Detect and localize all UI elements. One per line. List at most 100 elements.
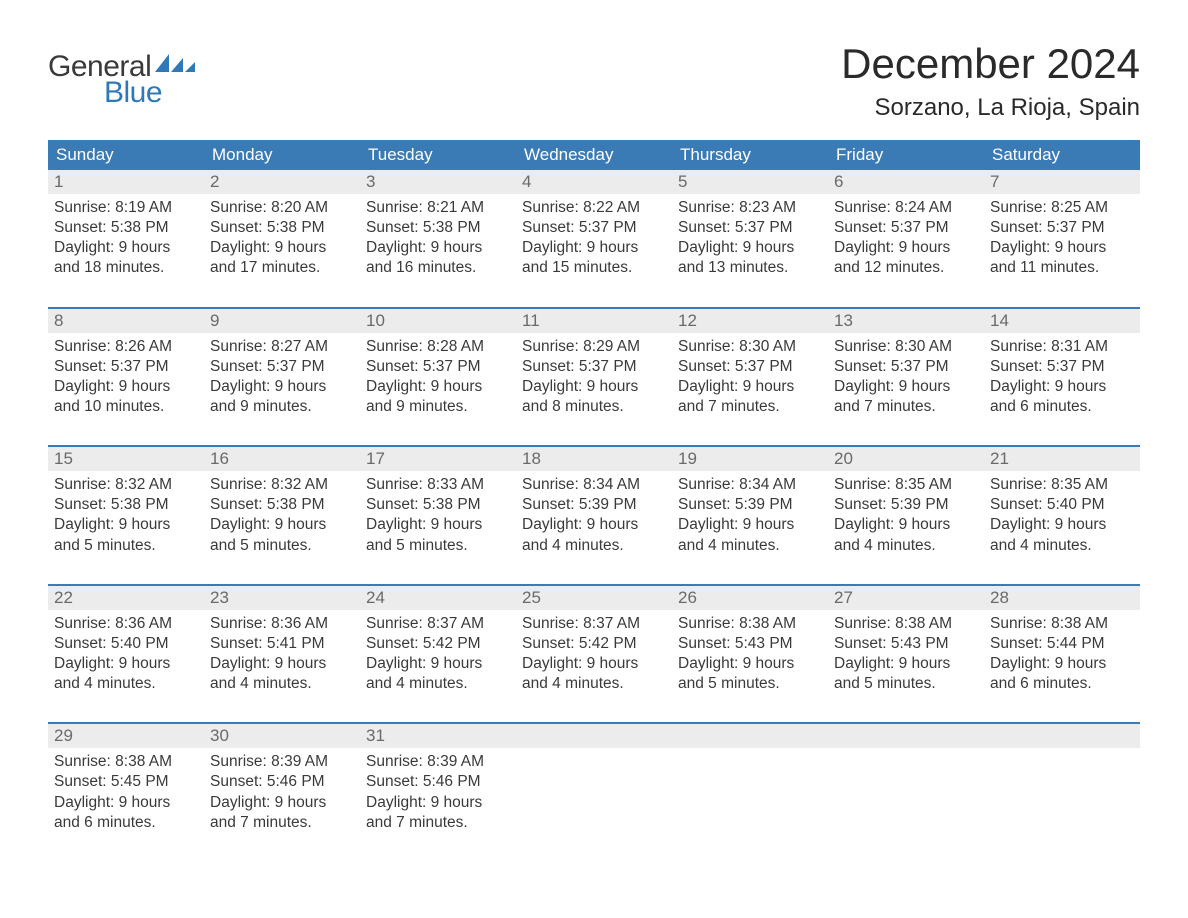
logo: General Blue — [48, 50, 197, 110]
day-cell: Sunrise: 8:22 AMSunset: 5:37 PMDaylight:… — [516, 194, 672, 308]
day-cell: Sunrise: 8:38 AMSunset: 5:43 PMDaylight:… — [828, 610, 984, 724]
location: Sorzano, La Rioja, Spain — [841, 94, 1140, 122]
day-number: 7 — [984, 170, 1140, 194]
day-cell: Sunrise: 8:19 AMSunset: 5:38 PMDaylight:… — [48, 194, 204, 308]
day-body: Sunrise: 8:19 AMSunset: 5:38 PMDaylight:… — [48, 194, 204, 307]
day-body: Sunrise: 8:33 AMSunset: 5:38 PMDaylight:… — [360, 471, 516, 584]
day-cell: 7 — [984, 170, 1140, 194]
day-cell: Sunrise: 8:29 AMSunset: 5:37 PMDaylight:… — [516, 333, 672, 447]
daylight-line-1: Daylight: 9 hours — [54, 793, 198, 813]
daylight-line-2: and 4 minutes. — [54, 674, 198, 694]
day-body: Sunrise: 8:38 AMSunset: 5:44 PMDaylight:… — [984, 610, 1140, 723]
daylight-line-2: and 4 minutes. — [990, 536, 1134, 556]
day-cell: Sunrise: 8:37 AMSunset: 5:42 PMDaylight:… — [516, 610, 672, 724]
week-daynum-row: 293031 — [48, 723, 1140, 748]
day-body: Sunrise: 8:30 AMSunset: 5:37 PMDaylight:… — [828, 333, 984, 446]
day-cell: Sunrise: 8:38 AMSunset: 5:43 PMDaylight:… — [672, 610, 828, 724]
day-number: 9 — [204, 309, 360, 333]
day-cell: 9 — [204, 308, 360, 333]
day-number: 29 — [48, 724, 204, 748]
daylight-line-2: and 6 minutes. — [990, 397, 1134, 417]
daylight-line-1: Daylight: 9 hours — [210, 793, 354, 813]
day-number: 6 — [828, 170, 984, 194]
day-cell: Sunrise: 8:28 AMSunset: 5:37 PMDaylight:… — [360, 333, 516, 447]
daylight-line-1: Daylight: 9 hours — [54, 654, 198, 674]
sunset-line: Sunset: 5:41 PM — [210, 634, 354, 654]
sunset-line: Sunset: 5:46 PM — [210, 772, 354, 792]
sunrise-line: Sunrise: 8:28 AM — [366, 337, 510, 357]
day-body: Sunrise: 8:26 AMSunset: 5:37 PMDaylight:… — [48, 333, 204, 446]
day-body: Sunrise: 8:37 AMSunset: 5:42 PMDaylight:… — [516, 610, 672, 723]
day-cell: 2 — [204, 170, 360, 194]
daylight-line-2: and 5 minutes. — [366, 536, 510, 556]
day-number: 19 — [672, 447, 828, 471]
daylight-line-2: and 4 minutes. — [522, 536, 666, 556]
day-cell: 25 — [516, 585, 672, 610]
day-cell — [516, 723, 672, 748]
day-cell: 31 — [360, 723, 516, 748]
sunset-line: Sunset: 5:44 PM — [990, 634, 1134, 654]
sunrise-line: Sunrise: 8:34 AM — [522, 475, 666, 495]
day-cell: Sunrise: 8:30 AMSunset: 5:37 PMDaylight:… — [828, 333, 984, 447]
day-cell — [516, 748, 672, 861]
daylight-line-1: Daylight: 9 hours — [210, 377, 354, 397]
daylight-line-2: and 15 minutes. — [522, 258, 666, 278]
day-cell: 3 — [360, 170, 516, 194]
sunset-line: Sunset: 5:37 PM — [678, 357, 822, 377]
day-cell: 28 — [984, 585, 1140, 610]
day-cell: Sunrise: 8:23 AMSunset: 5:37 PMDaylight:… — [672, 194, 828, 308]
day-number: 5 — [672, 170, 828, 194]
day-cell: 30 — [204, 723, 360, 748]
daylight-line-2: and 5 minutes. — [834, 674, 978, 694]
day-cell: 4 — [516, 170, 672, 194]
sunrise-line: Sunrise: 8:24 AM — [834, 198, 978, 218]
day-number: 2 — [204, 170, 360, 194]
sunset-line: Sunset: 5:37 PM — [678, 218, 822, 238]
day-body: Sunrise: 8:34 AMSunset: 5:39 PMDaylight:… — [672, 471, 828, 584]
sunset-line: Sunset: 5:42 PM — [366, 634, 510, 654]
day-number: 22 — [48, 586, 204, 610]
sunrise-line: Sunrise: 8:39 AM — [366, 752, 510, 772]
day-body: Sunrise: 8:36 AMSunset: 5:40 PMDaylight:… — [48, 610, 204, 723]
day-body: Sunrise: 8:30 AMSunset: 5:37 PMDaylight:… — [672, 333, 828, 446]
sunrise-line: Sunrise: 8:32 AM — [210, 475, 354, 495]
weekday-header: Tuesday — [360, 140, 516, 170]
day-body — [828, 748, 984, 808]
day-body: Sunrise: 8:23 AMSunset: 5:37 PMDaylight:… — [672, 194, 828, 307]
sunrise-line: Sunrise: 8:22 AM — [522, 198, 666, 218]
sunset-line: Sunset: 5:40 PM — [990, 495, 1134, 515]
day-cell: Sunrise: 8:39 AMSunset: 5:46 PMDaylight:… — [204, 748, 360, 861]
day-cell: 13 — [828, 308, 984, 333]
sunset-line: Sunset: 5:37 PM — [522, 357, 666, 377]
sunset-line: Sunset: 5:37 PM — [834, 357, 978, 377]
day-number: 14 — [984, 309, 1140, 333]
day-body: Sunrise: 8:35 AMSunset: 5:40 PMDaylight:… — [984, 471, 1140, 584]
sunrise-line: Sunrise: 8:30 AM — [678, 337, 822, 357]
sunset-line: Sunset: 5:43 PM — [678, 634, 822, 654]
sunset-line: Sunset: 5:37 PM — [990, 218, 1134, 238]
sunset-line: Sunset: 5:45 PM — [54, 772, 198, 792]
daylight-line-1: Daylight: 9 hours — [990, 515, 1134, 535]
sunrise-line: Sunrise: 8:38 AM — [54, 752, 198, 772]
day-number: 18 — [516, 447, 672, 471]
weekday-header: Friday — [828, 140, 984, 170]
sunset-line: Sunset: 5:37 PM — [366, 357, 510, 377]
sunset-line: Sunset: 5:43 PM — [834, 634, 978, 654]
weekday-header-row: Sunday Monday Tuesday Wednesday Thursday… — [48, 140, 1140, 170]
day-number: 15 — [48, 447, 204, 471]
day-cell: Sunrise: 8:31 AMSunset: 5:37 PMDaylight:… — [984, 333, 1140, 447]
day-cell: 22 — [48, 585, 204, 610]
day-cell: 6 — [828, 170, 984, 194]
daylight-line-1: Daylight: 9 hours — [522, 377, 666, 397]
logo-text-blue: Blue — [104, 76, 197, 110]
daylight-line-1: Daylight: 9 hours — [834, 377, 978, 397]
day-cell: Sunrise: 8:32 AMSunset: 5:38 PMDaylight:… — [48, 471, 204, 585]
week-body-row: Sunrise: 8:26 AMSunset: 5:37 PMDaylight:… — [48, 333, 1140, 447]
day-body: Sunrise: 8:39 AMSunset: 5:46 PMDaylight:… — [360, 748, 516, 861]
day-body: Sunrise: 8:39 AMSunset: 5:46 PMDaylight:… — [204, 748, 360, 861]
daylight-line-2: and 9 minutes. — [366, 397, 510, 417]
day-cell: Sunrise: 8:33 AMSunset: 5:38 PMDaylight:… — [360, 471, 516, 585]
day-number: 26 — [672, 586, 828, 610]
day-cell: Sunrise: 8:35 AMSunset: 5:40 PMDaylight:… — [984, 471, 1140, 585]
day-cell: 11 — [516, 308, 672, 333]
